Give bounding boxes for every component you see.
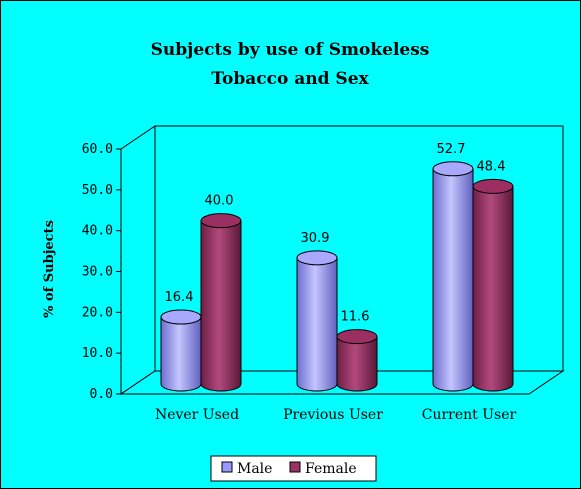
bar-female-0 [200, 213, 242, 392]
legend-swatch-male [221, 461, 233, 473]
bar-female-1 [336, 329, 378, 392]
x-tick-label-0: Never Used [155, 407, 239, 423]
y-tick-label: 60.0 [82, 142, 113, 157]
chart-title-line-2: Tobacco and Sex [211, 69, 369, 89]
bar-group [160, 161, 514, 392]
data-label-female-1: 11.6 [341, 310, 370, 325]
y-axis: 0.0 10.0 20.0 30.0 40.0 50.0 60.0 [82, 142, 121, 402]
data-label-female-2: 48.4 [477, 159, 506, 174]
x-axis: Never Used Previous User Current User [155, 407, 517, 423]
y-tick-label: 0.0 [90, 387, 113, 402]
plot-side-wall [120, 125, 156, 395]
y-tick-label: 50.0 [82, 183, 113, 198]
legend: Male Female [210, 455, 377, 482]
y-tick-label: 10.0 [82, 346, 113, 361]
data-label-male-0: 16.4 [165, 290, 194, 305]
data-label-male-2: 52.7 [437, 142, 466, 157]
x-tick-label-2: Current User [422, 407, 517, 423]
x-tick-label-1: Previous User [283, 407, 383, 423]
data-labels: 16.4 40.0 30.9 11.6 52.7 48.4 [165, 142, 506, 325]
y-tick-label: 20.0 [82, 305, 113, 320]
y-tick-label: 30.0 [82, 265, 113, 280]
legend-swatch-female [289, 461, 301, 473]
data-label-female-0: 40.0 [205, 194, 234, 209]
bar-male-0 [160, 309, 202, 392]
chart-title-line-1: Subjects by use of Smokeless [151, 40, 430, 60]
bar-male-1 [296, 250, 338, 392]
y-tick-label: 40.0 [82, 224, 113, 239]
data-label-male-1: 30.9 [301, 231, 330, 246]
y-axis-label: % of Subjects [42, 220, 57, 318]
legend-label-female: Female [305, 461, 357, 477]
bar-male-2 [432, 161, 474, 392]
bar-female-2 [472, 178, 514, 392]
legend-label-male: Male [237, 461, 272, 477]
